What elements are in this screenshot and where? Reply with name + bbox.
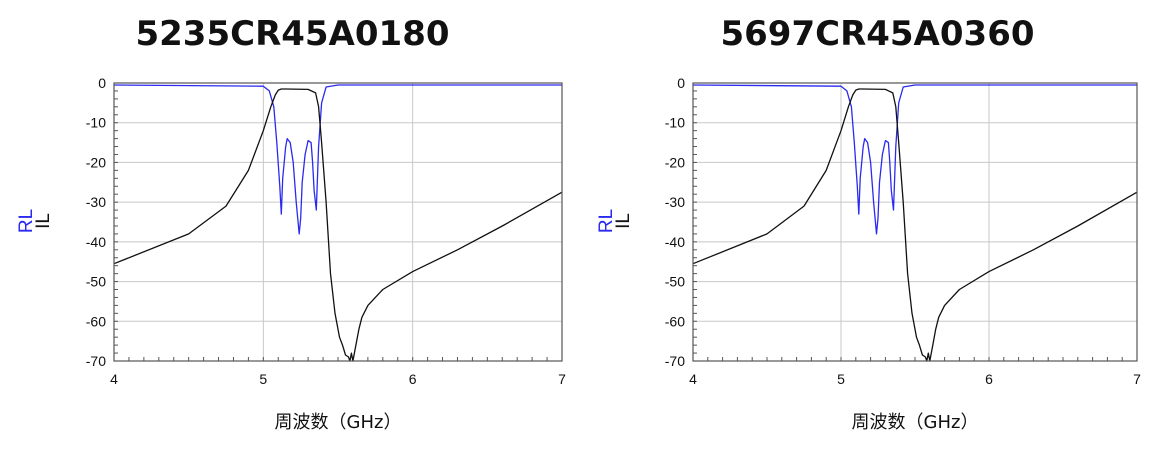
x-tick-label: 4 [110,371,118,387]
y-tick-label: -60 [665,313,685,329]
y-tick-label: -70 [86,353,106,369]
chart-plot-left: 0 -10 -20 -30 -40 -50 -60 -704 5 6 7 周波数（GHz） RLIL [16,75,566,433]
y-tick-label: 0 [98,75,106,91]
y-tick-label: 0 [677,75,685,91]
x-tick-label: 4 [689,371,697,387]
y-tick-label: -60 [86,313,106,329]
x-axis-label: 周波数（GHz） [852,412,979,433]
y-axis-label-il: IL [613,213,634,229]
y-axis-label-rl: RL [16,209,37,233]
plot-frame [692,82,1138,362]
plot-area [114,83,562,361]
y-tick-label: -70 [665,353,685,369]
chart-plot-right: 0 -10 -20 -30 -40 -50 -60 -704 5 6 7 周波数（GHz） RLIL [596,75,1141,433]
x-axis-label: 周波数（GHz） [275,412,402,433]
y-axis-label: RLIL [596,209,634,233]
x-tick-label: 5 [837,371,845,387]
chart-title: 5235CR45A0180 [135,14,450,54]
y-axis-label: RLIL [16,209,54,233]
series-line-il [113,88,563,362]
x-tick-label: 6 [409,371,417,387]
y-tick-label: -20 [665,154,685,170]
chart-title: 5697CR45A0360 [720,14,1035,54]
y-tick-label: -20 [86,154,106,170]
y-axis-label-rl: RL [596,209,617,233]
series-line-il [692,88,1138,362]
y-axis-label-il: IL [33,213,54,229]
y-tick-label: -50 [86,274,106,290]
plot-frame [113,82,563,362]
x-tick-label: 7 [1133,371,1141,387]
chart-panel-right: 5697CR45A0360 0 -10 -20 -30 -40 -50 -60 -70 4 5 6 7… [585,0,1170,457]
plot-area [693,83,1137,361]
y-tick-label: -30 [86,194,106,210]
chart-panel-left: 5235CR45A0180 0 -10 -20 -30 -40 -50 -60 -70 4 5 6 7… [16,14,566,433]
y-tick-label: -10 [665,115,685,131]
y-tick-label: -40 [86,234,106,250]
x-tick-label: 7 [558,371,566,387]
y-tick-label: -30 [665,194,685,210]
y-tick-label: -50 [665,274,685,290]
x-tick-label: 6 [985,371,993,387]
x-tick-label: 5 [259,371,267,387]
y-tick-label: -10 [86,115,106,131]
y-tick-label: -40 [665,234,685,250]
